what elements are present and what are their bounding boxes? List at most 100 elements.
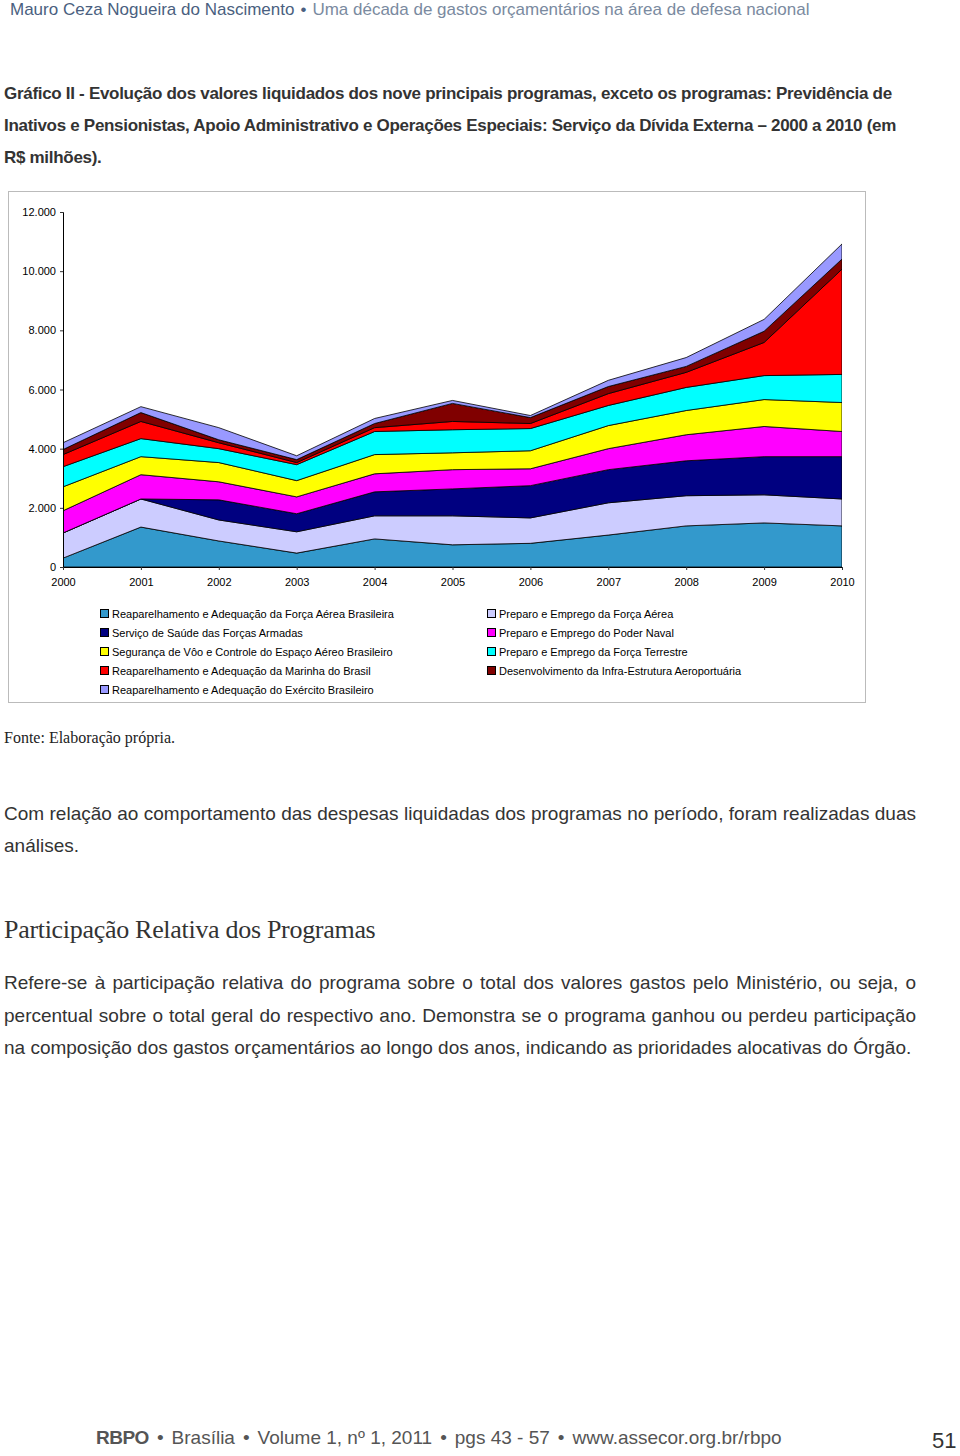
x-tick-label: 2001 <box>129 576 153 588</box>
y-tick-label: 0 <box>50 561 56 573</box>
legend-item: Reaparelhamento e Adequação da Força Aér… <box>101 608 395 620</box>
x-tick-mark <box>608 567 609 570</box>
legend-label: Preparo e Emprego do Poder Naval <box>499 627 674 639</box>
y-tick: 4.000 <box>28 443 63 455</box>
y-tick-mark <box>60 567 63 568</box>
legend-swatch <box>101 667 109 675</box>
x-tick-label: 2010 <box>830 576 854 588</box>
y-tick-mark <box>60 330 63 331</box>
x-tick: 2004 <box>363 567 387 588</box>
area-series <box>63 244 842 460</box>
x-tick: 2010 <box>830 567 854 588</box>
x-tick-label: 2003 <box>285 576 309 588</box>
y-tick: 2.000 <box>28 502 63 514</box>
legend-swatch <box>101 648 109 656</box>
chart-frame <box>9 192 866 703</box>
running-footer: RBPO•Brasília•Volume 1, nº 1, 2011•pgs 4… <box>96 1427 782 1449</box>
y-tick: 10.000 <box>22 265 63 277</box>
y-axis: 0 2.000 4.000 6.000 8.000 10.000 12.000 <box>22 206 63 573</box>
y-tick-label: 2.000 <box>28 502 56 514</box>
legend-item: Segurança de Vôo e Controle do Espaço Aé… <box>101 646 393 658</box>
legend-swatch <box>101 686 109 694</box>
section-heading: Participação Relativa dos Programas <box>4 915 375 945</box>
x-axis: 2000 2001 2002 2003 2004 2005 2006 2007 2008 2009… <box>51 567 854 588</box>
y-tick-mark <box>60 508 63 509</box>
footer-item: Volume 1, nº 1, 2011 <box>258 1427 433 1448</box>
x-tick-mark <box>686 567 687 570</box>
footer-separator: • <box>157 1427 164 1448</box>
legend-label: Reaparelhamento e Adequação da Força Aér… <box>112 608 395 620</box>
footer-separator: • <box>243 1427 250 1448</box>
x-tick-mark <box>141 567 142 570</box>
footer-item: www.assecor.org.br/rbpo <box>573 1427 782 1448</box>
legend: Reaparelhamento e Adequação da Força Aér… <box>101 608 743 696</box>
x-tick: 2008 <box>674 567 698 588</box>
x-tick-label: 2009 <box>752 576 776 588</box>
y-tick: 12.000 <box>22 206 63 218</box>
x-tick-mark <box>63 567 64 570</box>
legend-label: Preparo e Emprego da Força Terrestre <box>499 646 688 658</box>
footer-item: pgs 43 - 57 <box>455 1427 550 1448</box>
legend-swatch <box>488 610 496 618</box>
area-series <box>63 259 842 463</box>
x-tick-label: 2007 <box>597 576 621 588</box>
x-tick-mark <box>297 567 298 570</box>
header-article: Uma década de gastos orçamentários na ár… <box>312 0 809 19</box>
x-tick-label: 2000 <box>51 576 75 588</box>
footer-journal: RBPO <box>96 1427 149 1448</box>
legend-item: Preparo e Emprego da Força Terrestre <box>488 646 688 658</box>
legend-label: Reaparelhamento e Adequação da Marinha d… <box>112 665 371 677</box>
area-series <box>63 269 842 467</box>
running-header: Mauro Ceza Nogueira do Nascimento • Uma dé… <box>10 0 809 20</box>
legend-item: Serviço de Saúde das Forças Armadas <box>101 627 304 639</box>
y-tick-mark <box>60 212 63 213</box>
footer-separator: • <box>558 1427 565 1448</box>
x-tick-label: 2008 <box>674 576 698 588</box>
legend-item: Reaparelhamento e Adequação do Exército … <box>101 684 374 696</box>
x-tick: 2005 <box>441 567 465 588</box>
x-axis-line <box>64 568 843 571</box>
legend-label: Preparo e Emprego da Força Aérea <box>499 608 674 620</box>
y-tick-label: 8.000 <box>28 324 56 336</box>
x-tick-mark <box>219 567 220 570</box>
y-tick: 0 <box>50 561 63 573</box>
body-paragraph: Refere-se à participação relativa do pro… <box>4 967 916 1065</box>
x-tick: 2001 <box>129 567 153 588</box>
legend-swatch <box>101 629 109 637</box>
legend-label: Serviço de Saúde das Forças Armadas <box>112 627 303 639</box>
legend-label: Reaparelhamento e Adequação do Exército … <box>112 684 374 696</box>
y-tick: 8.000 <box>28 324 63 336</box>
figure-title: Gráfico II - Evolução dos valores liquid… <box>4 78 919 174</box>
footer-separator: • <box>440 1427 447 1448</box>
x-tick-mark <box>764 567 765 570</box>
header-separator: • <box>300 0 306 19</box>
plot-area <box>63 244 842 567</box>
legend-swatch <box>488 667 496 675</box>
legend-item: Preparo e Emprego do Poder Naval <box>488 627 674 639</box>
chart: 02.0004.0006.0008.00010.00012.0002000200… <box>0 0 960 712</box>
y-tick: 6.000 <box>28 384 63 396</box>
y-tick-label: 4.000 <box>28 443 56 455</box>
figure-source: Fonte: Elaboração própria. <box>4 729 175 747</box>
x-tick-mark <box>530 567 531 570</box>
legend-item: Preparo e Emprego da Força Aérea <box>488 608 675 620</box>
x-tick: 2002 <box>207 567 231 588</box>
legend-label: Segurança de Vôo e Controle do Espaço Aé… <box>112 646 393 658</box>
legend-label: Desenvolvimento da Infra-Estrutura Aerop… <box>499 665 742 677</box>
header-author: Mauro Ceza Nogueira do Nascimento <box>10 0 294 19</box>
y-tick-label: 10.000 <box>22 265 56 277</box>
x-tick: 2003 <box>285 567 309 588</box>
x-tick-mark <box>453 567 454 570</box>
y-tick-mark <box>60 390 63 391</box>
x-tick-label: 2006 <box>519 576 543 588</box>
x-tick: 2000 <box>51 567 75 588</box>
x-tick: 2009 <box>752 567 776 588</box>
intro-paragraph: Com relação ao comportamento das despesa… <box>4 798 916 862</box>
legend-swatch <box>101 610 109 618</box>
x-tick-mark <box>375 567 376 570</box>
page-number: 51 <box>932 1428 956 1454</box>
y-tick-mark <box>60 271 63 272</box>
x-tick-label: 2004 <box>363 576 387 588</box>
y-tick-mark <box>60 449 63 450</box>
legend-item: Reaparelhamento e Adequação da Marinha d… <box>101 665 371 677</box>
